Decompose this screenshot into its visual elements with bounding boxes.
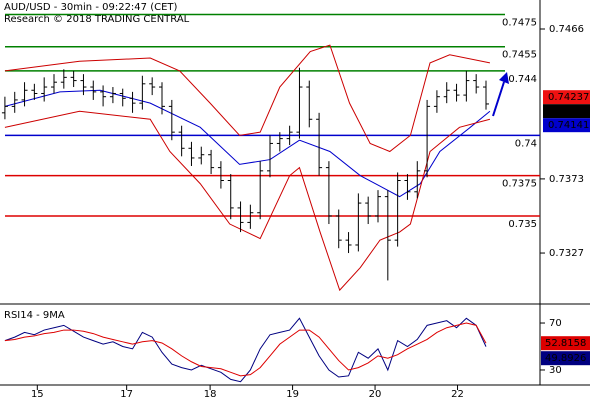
x-tick-label: 17 [120,389,133,400]
price-marker [543,118,590,133]
overlay-line [4,44,491,153]
rsi-marker [541,336,590,351]
forecast-arrow [492,72,509,117]
price-marker-label: 0.74237 [548,92,589,103]
price-marker [543,104,590,119]
rsi-line [4,322,487,377]
y-tick-label: 0.7466 [549,24,584,35]
chart-subtitle: Research © 2018 TRADING CENTRAL [4,14,190,25]
level-label: 0.7475 [502,18,537,29]
chart-title: AUD/USD - 30min - 09:22:47 (CET) [4,2,178,13]
level-label: 0.735 [508,219,537,230]
y-tick-label: 0.7373 [549,174,584,185]
price-marker-label: 0.74141 [548,120,589,131]
rsi-tick-label: 70 [549,318,562,329]
price-marker-label: 0.74195 [548,106,589,117]
rsi-marker-label: 49.8926 [545,353,586,364]
level-label: 0.7455 [502,50,537,61]
x-tick-label: 15 [31,389,44,400]
rsi-title: RSI14 - 9MA [4,310,65,321]
level-label: 0.74 [515,138,537,149]
x-tick-label: 20 [369,389,382,400]
rsi-tick-label: 30 [549,365,562,376]
y-tick-label: 0.7327 [549,248,584,259]
x-tick-label: 22 [451,389,464,400]
overlay-line [4,110,491,292]
x-tick-label: 19 [286,389,299,400]
rsi-line [4,317,487,383]
rsi-marker-label: 52.8158 [545,338,586,349]
price-marker [543,90,590,105]
level-label: 0.744 [508,74,537,85]
overlay-line [4,89,491,198]
x-tick-label: 18 [204,389,217,400]
rsi-marker [541,351,590,366]
level-label: 0.7375 [502,179,537,190]
